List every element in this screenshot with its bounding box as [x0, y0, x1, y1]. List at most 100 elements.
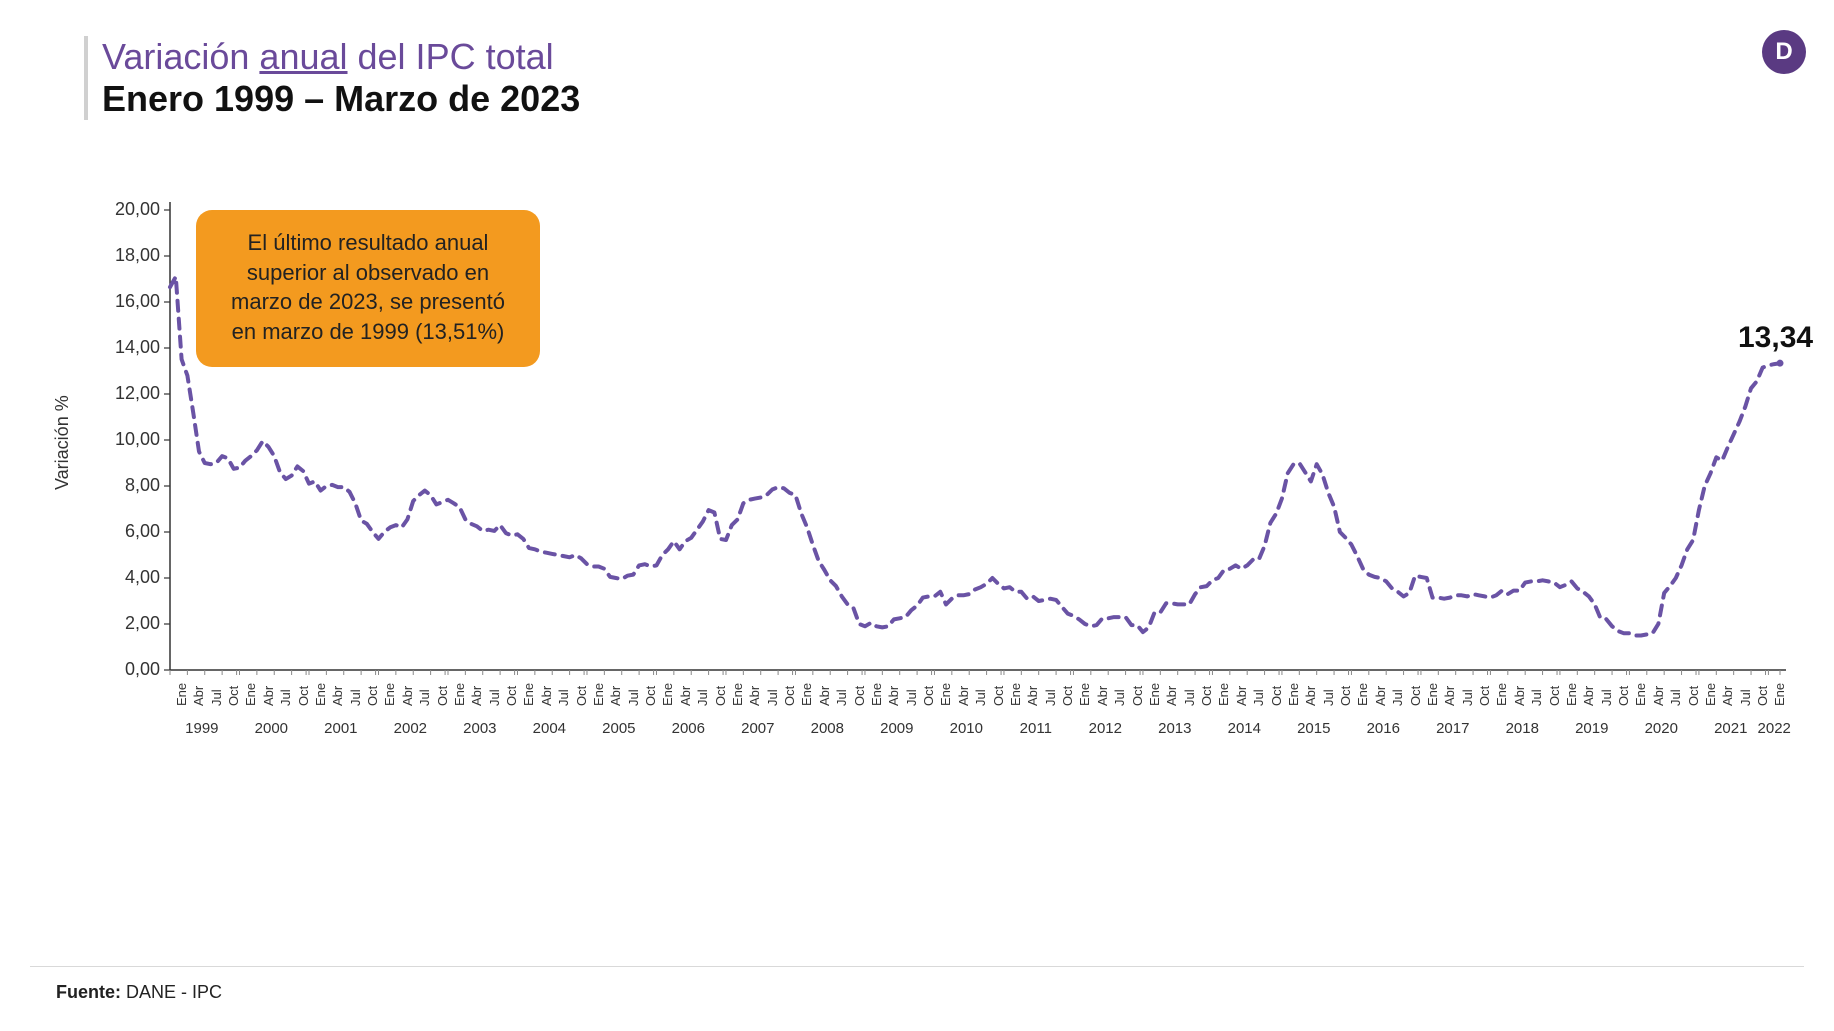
x-tick-month: Abr: [539, 686, 554, 706]
last-value-label: 13,34: [1738, 321, 1813, 355]
x-tick-month: Jul: [487, 689, 502, 706]
x-tick-year: 2012: [1089, 720, 1122, 737]
title-underlined: anual: [259, 36, 347, 77]
y-tick-label: 12,00: [104, 383, 160, 404]
x-tick-month: Abr: [817, 686, 832, 706]
x-tick-month: Oct: [435, 686, 450, 706]
x-tick-year: 2018: [1506, 720, 1539, 737]
x-tick-year: 2010: [950, 720, 983, 737]
x-tick-month: Ene: [730, 683, 745, 706]
x-tick-month: Abr: [747, 686, 762, 706]
x-tick-month: Abr: [956, 686, 971, 706]
y-tick-label: 2,00: [104, 613, 160, 634]
x-tick-month: Ene: [591, 683, 606, 706]
x-tick-month: Jul: [1112, 689, 1127, 706]
x-tick-year: 2005: [602, 720, 635, 737]
x-tick-year: 2015: [1297, 720, 1330, 737]
x-tick-month: Ene: [1355, 683, 1370, 706]
x-tick-month: Ene: [1008, 683, 1023, 706]
x-tick-year: 2001: [324, 720, 357, 737]
x-tick-month: Ene: [521, 683, 536, 706]
title-suffix: del IPC total: [348, 36, 554, 77]
x-tick-month: Ene: [1494, 683, 1509, 706]
data-line: [170, 277, 1780, 636]
x-tick-month: Jul: [1390, 689, 1405, 706]
x-tick-year: 2016: [1367, 720, 1400, 737]
title-prefix: Variación: [102, 36, 259, 77]
x-tick-year: 2006: [672, 720, 705, 737]
x-tick-month: Ene: [799, 683, 814, 706]
title-block: Variación anual del IPC total Enero 1999…: [84, 36, 580, 120]
line-chart-svg: [70, 200, 1790, 840]
x-tick-month: Abr: [400, 686, 415, 706]
x-tick-month: Ene: [313, 683, 328, 706]
x-tick-year: 2017: [1436, 720, 1469, 737]
x-tick-month: Ene: [452, 683, 467, 706]
x-tick-month: Oct: [504, 686, 519, 706]
y-tick-label: 8,00: [104, 475, 160, 496]
x-tick-month: Abr: [1234, 686, 1249, 706]
x-tick-month: Abr: [1512, 686, 1527, 706]
x-tick-month: Oct: [1616, 686, 1631, 706]
x-tick-year: 2009: [880, 720, 913, 737]
x-tick-month: Ene: [243, 683, 258, 706]
x-tick-month: Oct: [852, 686, 867, 706]
x-tick-month: Abr: [261, 686, 276, 706]
x-tick-year: 2000: [255, 720, 288, 737]
y-tick-label: 4,00: [104, 567, 160, 588]
x-tick-month: Oct: [643, 686, 658, 706]
chart-area: 0,002,004,006,008,0010,0012,0014,0016,00…: [70, 200, 1790, 840]
x-tick-month: Oct: [1060, 686, 1075, 706]
brand-logo-letter: D: [1775, 38, 1792, 66]
x-tick-month: Oct: [1408, 686, 1423, 706]
x-tick-month: Abr: [1581, 686, 1596, 706]
x-tick-month: Abr: [330, 686, 345, 706]
x-tick-month: Oct: [713, 686, 728, 706]
title-line2: Enero 1999 – Marzo de 2023: [102, 78, 580, 120]
x-tick-month: Oct: [226, 686, 241, 706]
x-tick-month: Jul: [1043, 689, 1058, 706]
x-tick-month: Oct: [1338, 686, 1353, 706]
x-tick-month: Ene: [660, 683, 675, 706]
x-tick-month: Ene: [1633, 683, 1648, 706]
x-tick-month: Abr: [1442, 686, 1457, 706]
source-value: DANE - IPC: [121, 982, 222, 1002]
x-tick-month: Abr: [1373, 686, 1388, 706]
x-tick-month: Jul: [904, 689, 919, 706]
x-tick-month: Ene: [938, 683, 953, 706]
x-tick-month: Jul: [1251, 689, 1266, 706]
x-tick-year: 2021: [1714, 720, 1747, 737]
x-tick-month: Abr: [1303, 686, 1318, 706]
y-tick-label: 6,00: [104, 521, 160, 542]
x-tick-year: 1999: [185, 720, 218, 737]
footer-divider: [30, 966, 1804, 967]
x-tick-month: Jul: [1738, 689, 1753, 706]
x-tick-month: Oct: [1269, 686, 1284, 706]
x-tick-year: 2022: [1758, 720, 1791, 737]
x-tick-year: 2011: [1020, 720, 1052, 737]
x-tick-month: Oct: [365, 686, 380, 706]
x-tick-year: 2007: [741, 720, 774, 737]
x-tick-month: Jul: [209, 689, 224, 706]
x-tick-month: Abr: [1164, 686, 1179, 706]
x-tick-month: Abr: [1025, 686, 1040, 706]
x-tick-year: 2008: [811, 720, 844, 737]
x-tick-month: Jul: [1599, 689, 1614, 706]
x-tick-month: Oct: [1477, 686, 1492, 706]
x-tick-month: Oct: [782, 686, 797, 706]
y-tick-label: 16,00: [104, 291, 160, 312]
x-tick-month: Oct: [1130, 686, 1145, 706]
x-tick-month: Abr: [608, 686, 623, 706]
x-tick-year: 2013: [1158, 720, 1191, 737]
x-tick-month: Ene: [1564, 683, 1579, 706]
y-tick-label: 14,00: [104, 337, 160, 358]
x-tick-month: Abr: [1095, 686, 1110, 706]
x-tick-month: Jul: [834, 689, 849, 706]
x-tick-month: Jul: [1529, 689, 1544, 706]
x-tick-month: Ene: [174, 683, 189, 706]
x-tick-month: Abr: [469, 686, 484, 706]
x-tick-month: Abr: [678, 686, 693, 706]
source-label: Fuente:: [56, 982, 121, 1002]
x-tick-month: Jul: [973, 689, 988, 706]
x-tick-month: Oct: [1755, 686, 1770, 706]
